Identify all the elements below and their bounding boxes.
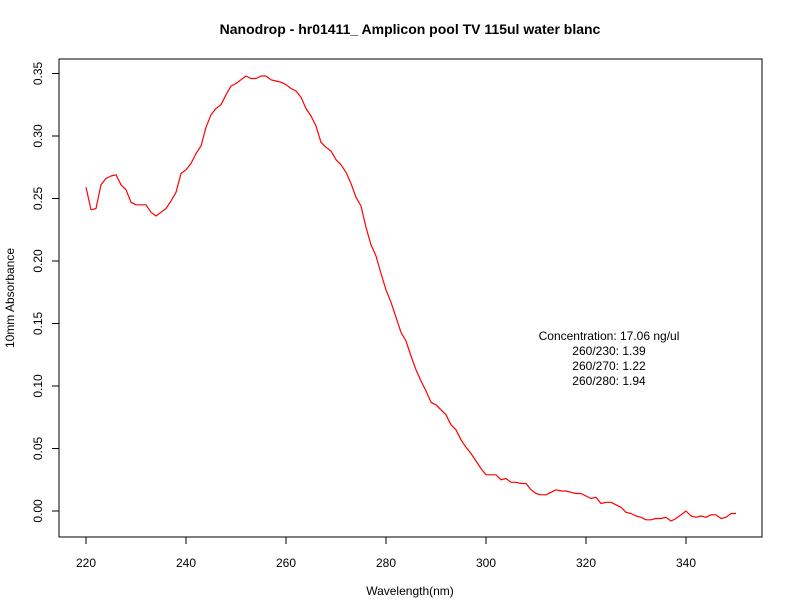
x-tick-label: 340 (676, 556, 696, 570)
x-axis: 220 240 260 280 300 320 340 (76, 536, 696, 570)
concentration-annotation: Concentration: 17.06 ng/ul 260/230: 1.39… (539, 329, 680, 388)
x-tick-label: 260 (276, 556, 296, 570)
y-axis: 0.00 0.05 0.10 0.15 0.20 0.25 0.30 0.35 (31, 61, 60, 523)
y-tick-label: 0.35 (31, 61, 45, 85)
y-axis-label: 10mm Absorbance (3, 248, 17, 348)
y-tick-label: 0.10 (31, 374, 45, 398)
x-tick-label: 320 (576, 556, 596, 570)
y-tick-label: 0.20 (31, 249, 45, 273)
x-tick-label: 300 (476, 556, 496, 570)
y-tick-label: 0.05 (31, 436, 45, 460)
x-axis-label: Wavelength(nm) (366, 584, 454, 598)
annotation-ratio-260-230: 260/230: 1.39 (572, 344, 646, 358)
annotation-ratio-260-280: 260/280: 1.94 (572, 374, 646, 388)
annotation-concentration: Concentration: 17.06 ng/ul (539, 329, 680, 343)
y-tick-label: 0.30 (31, 124, 45, 148)
y-tick-label: 0.00 (31, 499, 45, 523)
x-tick-label: 280 (376, 556, 396, 570)
x-tick-label: 240 (176, 556, 196, 570)
y-tick-label: 0.25 (31, 186, 45, 210)
y-tick-label: 0.15 (31, 311, 45, 335)
chart-title: Nanodrop - hr01411_ Amplicon pool TV 115… (220, 21, 601, 37)
x-tick-label: 220 (76, 556, 96, 570)
annotation-ratio-260-270: 260/270: 1.22 (572, 359, 646, 373)
absorbance-line (85, 75, 736, 522)
